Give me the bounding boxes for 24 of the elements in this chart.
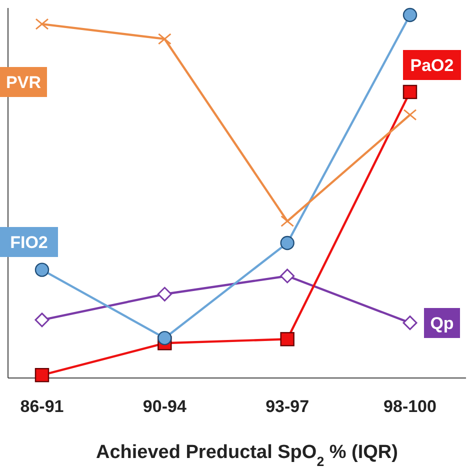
point	[158, 33, 172, 45]
point	[34, 368, 50, 382]
point	[157, 286, 172, 302]
series-label: Qp	[430, 314, 454, 333]
series-label: FIO2	[10, 233, 48, 252]
text: PVR	[6, 73, 41, 92]
point	[402, 8, 418, 22]
point	[35, 18, 49, 30]
point	[403, 109, 417, 121]
x-tick-label: 98-100	[384, 397, 436, 416]
x-axis-title: Achieved Preductal SpO$_{2}$ % (IQR)	[96, 442, 398, 468]
series-label: PaO2	[410, 56, 454, 75]
x-tick-label: 86-91	[20, 397, 64, 416]
x-tick-label: 90-94	[142, 397, 187, 416]
point	[34, 262, 50, 277]
point	[402, 84, 418, 100]
point	[280, 332, 294, 346]
point	[402, 316, 418, 330]
point	[34, 312, 50, 328]
x-tick-label: 93-97	[266, 397, 310, 416]
point	[158, 330, 172, 346]
point	[280, 236, 294, 250]
point	[280, 215, 294, 227]
point	[280, 268, 295, 284]
